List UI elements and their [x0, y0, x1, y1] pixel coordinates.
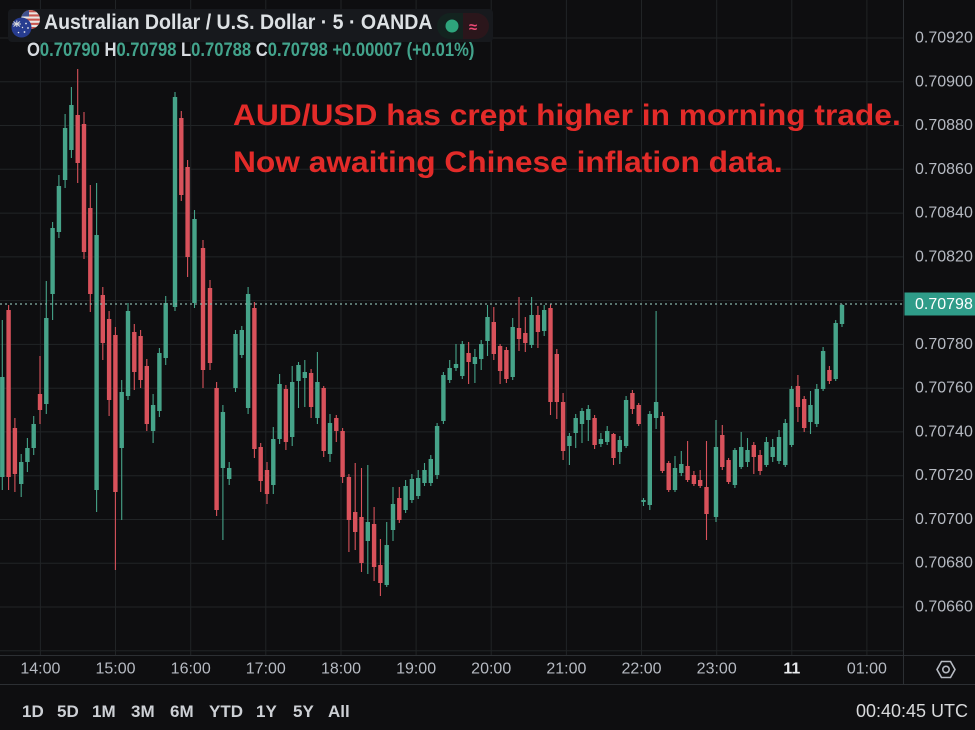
svg-text:11: 11	[783, 661, 800, 678]
svg-text:0.70840: 0.70840	[915, 205, 973, 222]
svg-text:21:00: 21:00	[546, 661, 586, 678]
svg-text:0.70820: 0.70820	[915, 248, 973, 265]
svg-text:0.70780: 0.70780	[915, 336, 973, 353]
svg-text:17:00: 17:00	[246, 661, 286, 678]
svg-text:0.70900: 0.70900	[915, 73, 973, 90]
svg-text:0.70660: 0.70660	[915, 599, 973, 616]
svg-text:18:00: 18:00	[321, 661, 361, 678]
svg-text:16:00: 16:00	[171, 661, 211, 678]
svg-text:14:00: 14:00	[20, 661, 60, 678]
svg-text:19:00: 19:00	[396, 661, 436, 678]
svg-text:01:00: 01:00	[847, 661, 887, 678]
svg-text:20:00: 20:00	[471, 661, 511, 678]
svg-text:0.70680: 0.70680	[915, 555, 973, 572]
svg-text:0.70920: 0.70920	[915, 30, 973, 47]
svg-text:0.70798: 0.70798	[915, 296, 973, 313]
svg-text:0.70760: 0.70760	[915, 380, 973, 397]
svg-text:0.70880: 0.70880	[915, 117, 973, 134]
svg-text:23:00: 23:00	[697, 661, 737, 678]
svg-text:≈: ≈	[469, 19, 477, 36]
svg-text:0.70740: 0.70740	[915, 423, 973, 440]
svg-text:22:00: 22:00	[621, 661, 661, 678]
svg-text:0.70700: 0.70700	[915, 511, 973, 528]
svg-text:15:00: 15:00	[95, 661, 135, 678]
svg-text:0.70860: 0.70860	[915, 161, 973, 178]
svg-text:0.70720: 0.70720	[915, 467, 973, 484]
